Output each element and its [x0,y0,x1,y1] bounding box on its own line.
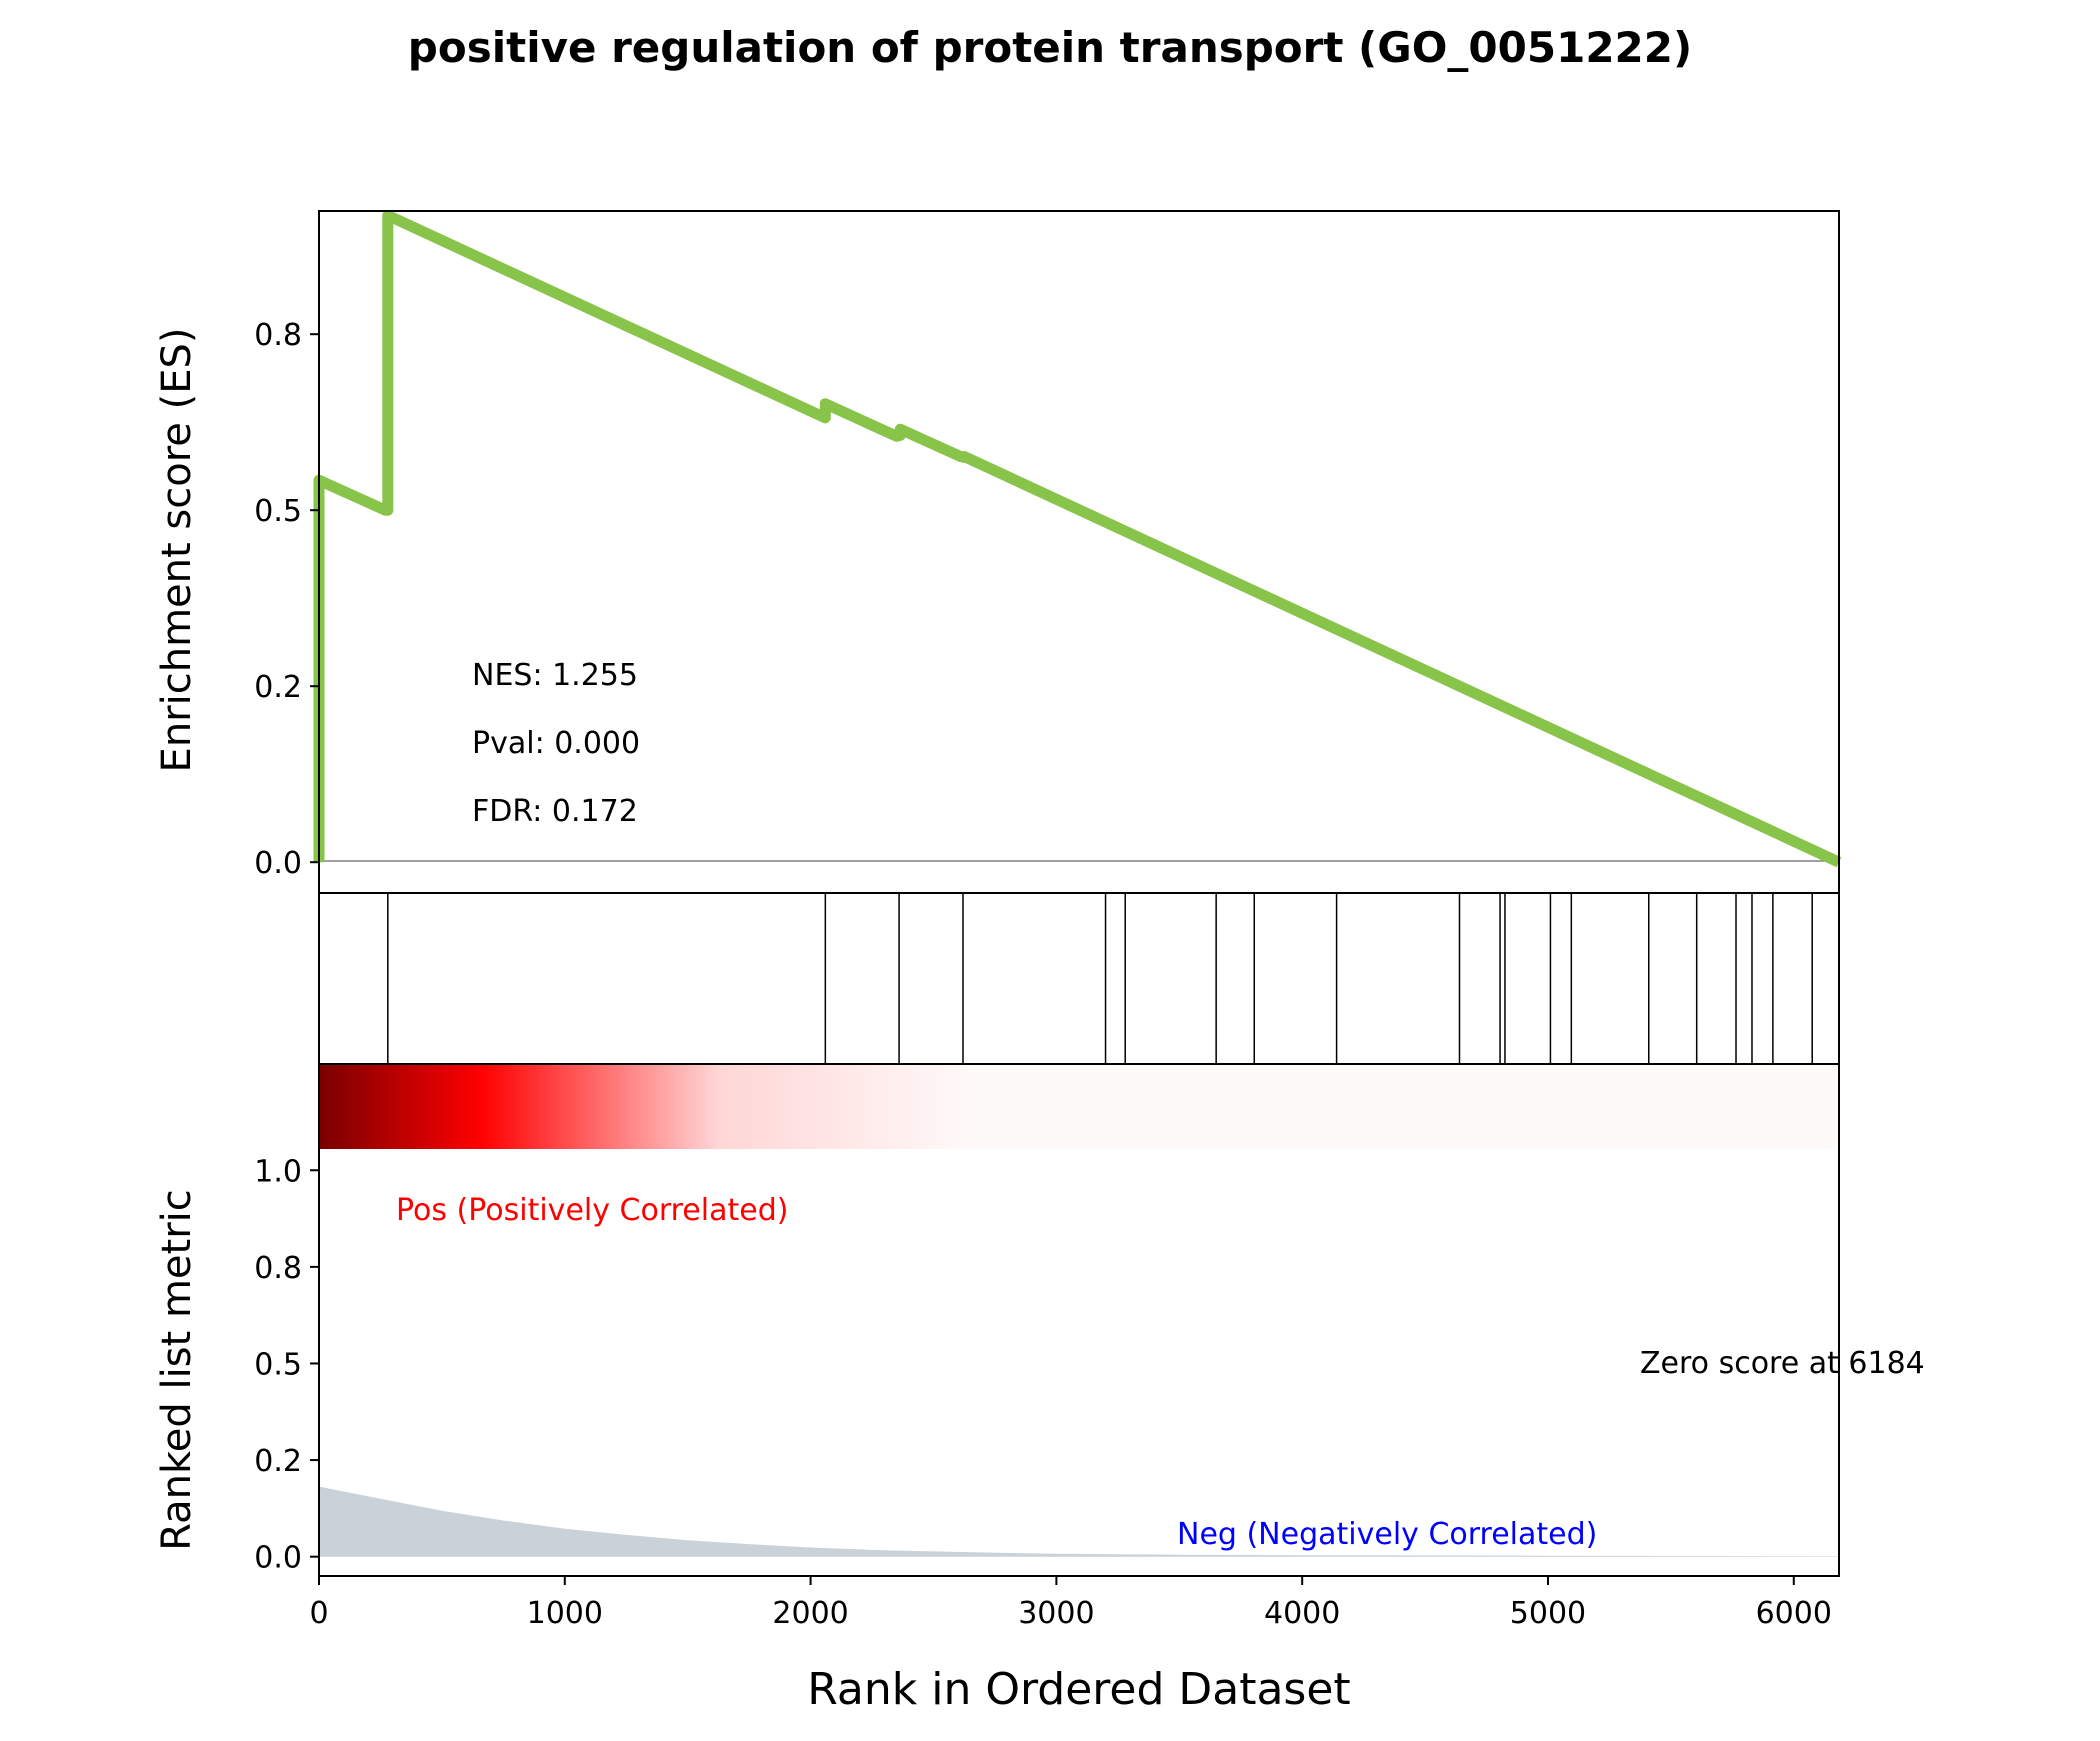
x-tick-label: 1000 [527,1596,603,1631]
pos-correlated-label: Pos (Positively Correlated) [396,1193,788,1228]
rank-y-axis-label: Ranked list metric [154,1189,200,1551]
rank-y-tick-label: 0.5 [254,1347,302,1382]
nes-annotation: NES: 1.255 [472,658,638,693]
hits-panel [318,892,1840,1065]
neg-correlated-label: Neg (Negatively Correlated) [1177,1517,1597,1552]
x-tick-label: 0 [309,1596,328,1631]
x-tick-label: 3000 [1018,1596,1094,1631]
x-tick-label: 5000 [1510,1596,1586,1631]
rank-y-tick-label: 0.2 [254,1444,302,1479]
es-y-axis-label: Enrichment score (ES) [154,328,200,773]
rank-y-tick-label: 0.0 [254,1541,302,1576]
es-panel-frame [318,210,1840,894]
es-y-tick-label: 0.8 [254,318,302,353]
rank-panel: 0.0 0.2 0.5 0.8 1.0 Ranked list metric Pos (… [154,1063,1925,1577]
es-y-tick-label: 0.2 [254,670,302,705]
es-series-line [313,209,1842,868]
es-y-tick-label: 0.0 [254,846,302,881]
es-y-tick-label: 0.5 [254,494,302,529]
fdr-annotation: FDR: 0.172 [472,794,638,829]
rank-y-tick-label: 0.8 [254,1251,302,1286]
x-axis-label: Rank in Ordered Dataset [807,1664,1350,1715]
ranked-metric-area [319,1486,1839,1557]
rank-panel-frame [318,1063,1840,1577]
rank-gradient-bar [320,1065,963,1149]
x-tick-label: 2000 [772,1596,848,1631]
x-tick-label: 4000 [1264,1596,1340,1631]
rank-y-axis-ticks: 0.0 0.2 0.5 0.8 1.0 [254,1154,319,1576]
x-tick-label: 6000 [1756,1596,1832,1631]
rank-y-tick-label: 1.0 [254,1154,302,1189]
zero-score-label: Zero score at 6184 [1640,1346,1925,1381]
pval-annotation: Pval: 0.000 [472,726,640,761]
gene-hit-markers [387,893,1813,1064]
x-axis-ticks: 0 1000 2000 3000 4000 5000 6000 [309,1576,1832,1631]
es-y-axis-ticks: 0.0 0.2 0.5 0.8 [254,318,319,881]
rank-gradient-tail [963,1065,1838,1149]
chart-title: positive regulation of protein transport… [408,23,1692,72]
hits-panel-frame [318,892,1840,1065]
es-panel: 0.0 0.2 0.5 0.8 Enrichment score (ES) NES: … [154,209,1842,894]
